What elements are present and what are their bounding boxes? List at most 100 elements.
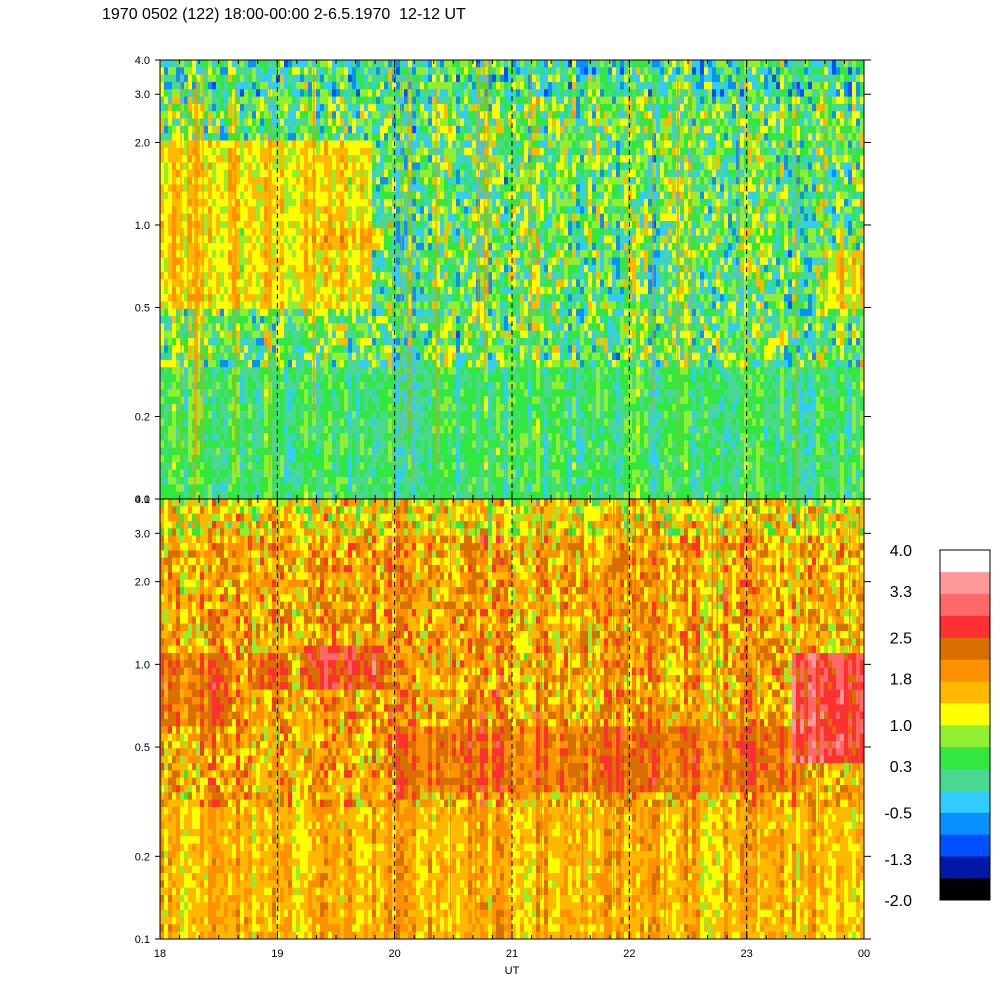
heatmap-cell: [852, 206, 857, 215]
heatmap-cell: [756, 118, 761, 127]
heatmap-cell: [552, 199, 557, 207]
heatmap-cell: [472, 242, 477, 251]
heatmap-cell: [380, 67, 385, 76]
heatmap-cell: [728, 257, 733, 266]
heatmap-cell: [208, 155, 213, 163]
heatmap-cell: [360, 228, 365, 236]
heatmap-cell: [484, 155, 489, 163]
heatmap-cell: [188, 264, 193, 273]
heatmap-cell: [308, 257, 313, 266]
heatmap-cell: [216, 81, 221, 90]
heatmap-cell: [644, 242, 649, 251]
heatmap-cell: [612, 103, 617, 112]
heatmap-cell: [564, 169, 569, 178]
heatmap-cell: [360, 60, 365, 68]
heatmap-cell: [640, 169, 645, 178]
heatmap-cell: [484, 81, 489, 90]
heatmap-cell: [544, 177, 549, 185]
heatmap-cell: [848, 89, 853, 97]
heatmap-cell: [552, 177, 557, 185]
heatmap-cell: [580, 250, 585, 258]
heatmap-cell: [720, 257, 725, 266]
heatmap-cell: [384, 191, 389, 200]
heatmap-cell: [648, 147, 653, 156]
heatmap-cell: [408, 206, 413, 215]
heatmap-cell: [172, 206, 177, 215]
heatmap-cell: [716, 213, 721, 222]
heatmap-cell: [180, 96, 185, 105]
heatmap-cell: [584, 213, 589, 222]
heatmap-cell: [196, 228, 201, 236]
heatmap-cell: [496, 147, 501, 156]
heatmap-cell: [536, 96, 541, 105]
heatmap-cell: [596, 199, 601, 207]
heatmap-cell: [316, 250, 321, 258]
heatmap-cell: [376, 206, 381, 215]
heatmap-cell: [284, 199, 289, 207]
heatmap-cell: [368, 140, 373, 149]
heatmap-cell: [588, 184, 593, 193]
heatmap-cell: [712, 155, 717, 163]
heatmap-cell: [520, 125, 525, 134]
heatmap-cell: [368, 177, 373, 185]
heatmap-cell: [624, 177, 629, 185]
heatmap-cell: [580, 191, 585, 200]
heatmap-cell: [524, 81, 529, 90]
heatmap-cell: [232, 220, 237, 229]
heatmap-cell: [740, 199, 745, 207]
heatmap-cell: [500, 125, 505, 134]
heatmap-cell: [696, 140, 701, 149]
heatmap-cell: [408, 118, 413, 127]
heatmap-cell: [228, 199, 233, 207]
heatmap-cell: [348, 169, 353, 178]
heatmap-cell: [468, 133, 473, 141]
heatmap-cell: [468, 96, 473, 105]
heatmap-cell: [168, 96, 173, 105]
heatmap-cell: [208, 199, 213, 207]
heatmap-cell: [836, 81, 841, 90]
heatmap-cell: [844, 103, 849, 112]
heatmap-cell: [388, 140, 393, 149]
heatmap-cell: [188, 242, 193, 251]
heatmap-cell: [196, 140, 201, 149]
heatmap-cell: [552, 162, 557, 171]
heatmap-cell: [416, 184, 421, 193]
heatmap-cell: [776, 235, 781, 244]
heatmap-cell: [328, 155, 333, 163]
heatmap-cell: [272, 162, 277, 171]
heatmap-cell: [284, 89, 289, 97]
heatmap-cell: [164, 177, 169, 185]
heatmap-cell: [356, 147, 361, 156]
heatmap-cell: [752, 155, 757, 163]
heatmap-cell: [692, 199, 697, 207]
heatmap-cell: [444, 74, 449, 83]
heatmap-cell: [316, 206, 321, 215]
heatmap-cell: [376, 81, 381, 90]
heatmap-cell: [500, 81, 505, 90]
heatmap-cell: [604, 177, 609, 185]
heatmap-cell: [856, 199, 861, 207]
heatmap-cell: [828, 242, 833, 251]
heatmap-cell: [804, 191, 809, 200]
heatmap-cell: [780, 125, 785, 134]
heatmap-cell: [408, 147, 413, 156]
heatmap-cell: [612, 206, 617, 215]
heatmap-cell: [860, 184, 864, 193]
heatmap-cell: [396, 103, 401, 112]
heatmap-cell: [756, 169, 761, 178]
heatmap-cell: [852, 242, 857, 251]
heatmap-cell: [164, 206, 169, 215]
heatmap-cell: [408, 235, 413, 244]
heatmap-cell: [456, 162, 461, 171]
heatmap-cell: [168, 111, 173, 119]
heatmap-cell: [860, 96, 864, 105]
heatmap-cell: [164, 67, 169, 76]
heatmap-cell: [480, 228, 485, 236]
heatmap-cell: [772, 235, 777, 244]
heatmap-cell: [604, 213, 609, 222]
heatmap-cell: [776, 206, 781, 215]
heatmap-cell: [260, 74, 265, 83]
heatmap-cell: [648, 213, 653, 222]
heatmap-cell: [640, 67, 645, 76]
heatmap-cell: [640, 147, 645, 156]
